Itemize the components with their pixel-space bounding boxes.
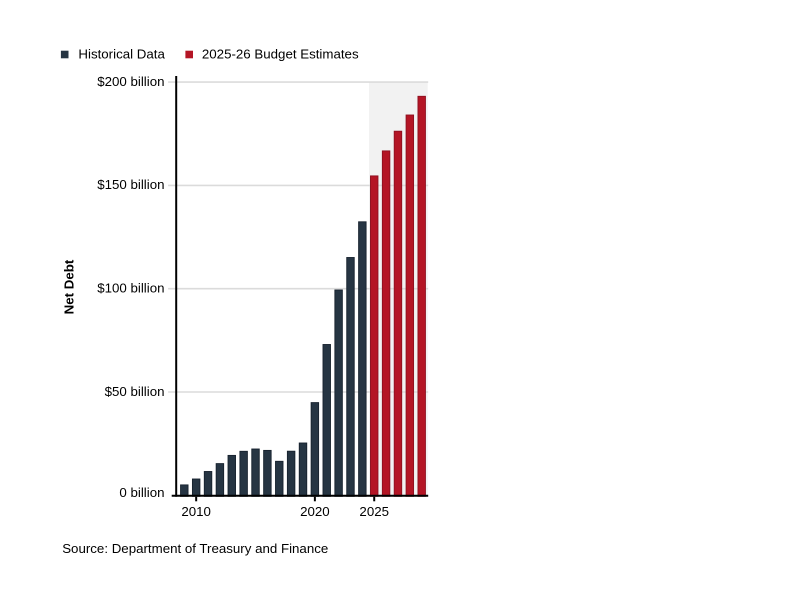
svg-text:$150 billion: $150 billion bbox=[97, 177, 164, 192]
svg-text:0 billion: 0 billion bbox=[119, 485, 164, 500]
svg-text:$100 billion: $100 billion bbox=[97, 281, 164, 296]
svg-text:2020: 2020 bbox=[300, 504, 330, 519]
svg-text:Historical Data: Historical Data bbox=[78, 47, 165, 62]
svg-text:2025-26 Budget Estimates: 2025-26 Budget Estimates bbox=[202, 47, 359, 62]
svg-text:2025: 2025 bbox=[359, 504, 389, 519]
svg-text:Net Debt: Net Debt bbox=[62, 259, 77, 314]
svg-text:2010: 2010 bbox=[181, 504, 211, 519]
svg-text:Source: Department of Treasury: Source: Department of Treasury and Finan… bbox=[62, 541, 328, 556]
svg-text:$50 billion: $50 billion bbox=[105, 384, 165, 399]
svg-text:$200 billion: $200 billion bbox=[97, 74, 164, 89]
